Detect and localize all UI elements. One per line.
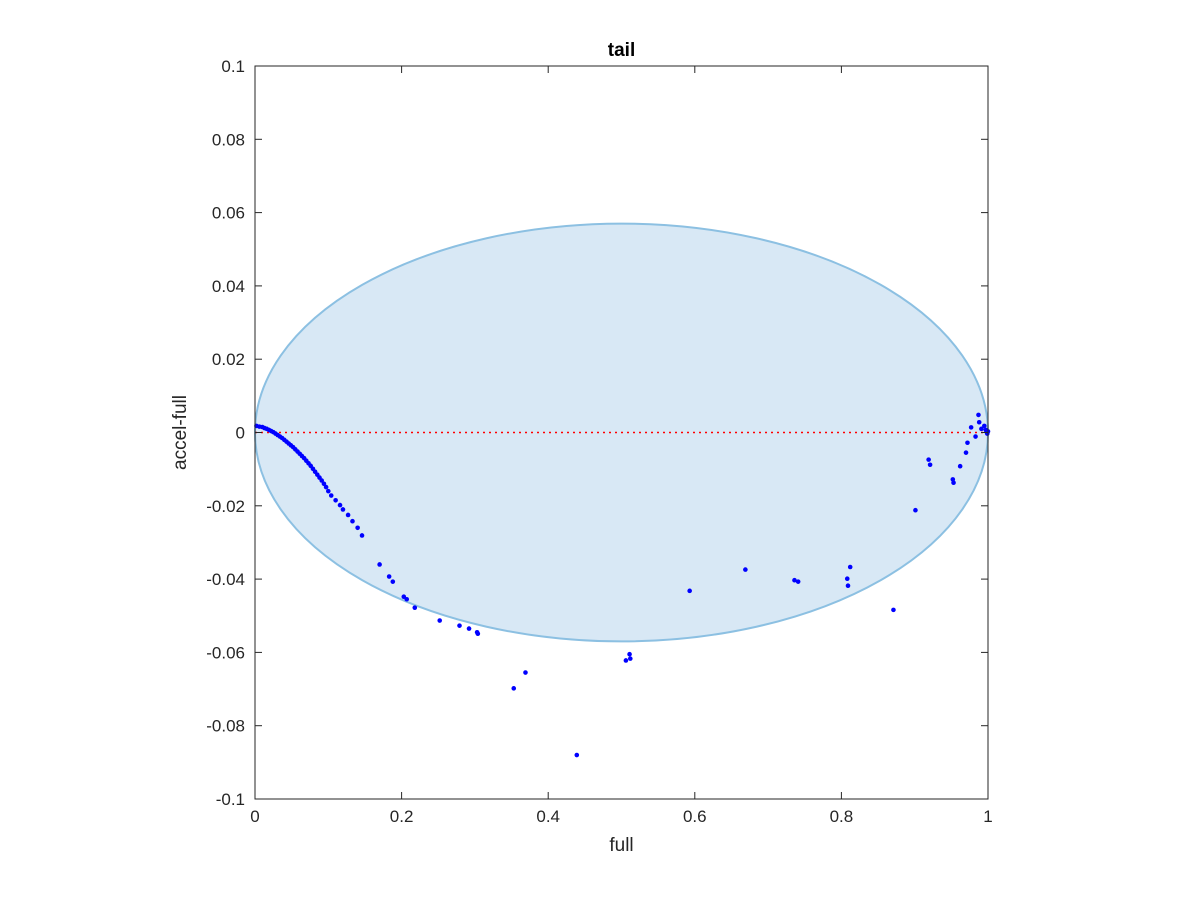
y-tick-label: 0.04: [212, 277, 245, 296]
data-point: [891, 607, 896, 613]
data-point: [627, 656, 633, 661]
data-point: [957, 463, 963, 469]
data-point: [982, 423, 987, 429]
x-tick-label: 0.2: [390, 807, 414, 826]
data-point: [359, 533, 365, 538]
data-point: [845, 583, 851, 588]
data-point: [340, 507, 346, 512]
data-point: [321, 481, 327, 487]
data-point: [623, 658, 629, 663]
x-tick-label: 0.6: [683, 807, 707, 826]
data-point: [390, 579, 396, 584]
data-point: [333, 498, 338, 503]
data-point: [792, 577, 797, 583]
x-tick-label: 0.8: [830, 807, 854, 826]
y-axis-label: accel-full: [170, 395, 191, 470]
data-point: [466, 626, 472, 631]
y-axis-ticks: 0.1 0.08 0.06 0.04 0.02 0 -0.02 -0.04 -0.06 -0.08…: [206, 57, 988, 809]
data-point: [973, 434, 978, 439]
data-point: [574, 752, 580, 758]
y-tick-label: -0.1: [216, 790, 245, 809]
data-point: [319, 478, 325, 483]
data-point: [913, 507, 918, 513]
data-point: [355, 525, 360, 531]
y-tick-label: -0.02: [206, 497, 245, 516]
y-tick-label: 0.06: [212, 204, 245, 223]
y-tick-label: -0.04: [206, 570, 245, 589]
data-point: [847, 564, 853, 570]
y-tick-label: -0.08: [206, 717, 245, 736]
data-point: [345, 512, 351, 518]
data-point: [386, 574, 392, 579]
data-point: [475, 631, 481, 637]
y-tick-label: 0.08: [212, 130, 245, 149]
data-point: [404, 596, 410, 602]
data-point: [328, 493, 334, 498]
data-point: [926, 457, 931, 462]
data-point: [323, 484, 329, 490]
data-point: [326, 488, 331, 494]
data-point: [337, 502, 343, 508]
chart-title: tail: [608, 40, 635, 61]
data-point: [976, 412, 981, 418]
data-point: [350, 518, 355, 524]
data-point: [743, 567, 748, 572]
data-point: [979, 426, 984, 432]
y-tick-label: 0.02: [212, 350, 245, 369]
data-point: [523, 670, 528, 675]
x-tick-label: 0: [250, 807, 259, 826]
x-axis-ticks: 0 0.2 0.4 0.6 0.8 1: [250, 66, 993, 826]
data-point: [627, 651, 632, 657]
data-point: [844, 576, 850, 582]
data-point: [437, 618, 443, 623]
x-tick-label: 1: [983, 807, 992, 826]
data-point: [927, 462, 933, 468]
data-point: [795, 579, 801, 584]
y-tick-label: -0.06: [206, 643, 245, 662]
data-point: [377, 562, 382, 567]
data-point: [965, 440, 970, 446]
data-point: [687, 588, 692, 594]
x-axis-label: full: [609, 835, 633, 856]
y-tick-label: 0: [236, 424, 245, 443]
y-tick-label: 0.1: [221, 57, 245, 76]
data-point: [412, 605, 418, 610]
x-tick-label: 0.4: [536, 807, 560, 826]
data-point: [511, 686, 517, 691]
data-point: [976, 419, 982, 425]
data-point: [963, 450, 969, 455]
data-point: [968, 425, 974, 430]
data-point: [457, 623, 462, 628]
data-point: [951, 480, 956, 486]
